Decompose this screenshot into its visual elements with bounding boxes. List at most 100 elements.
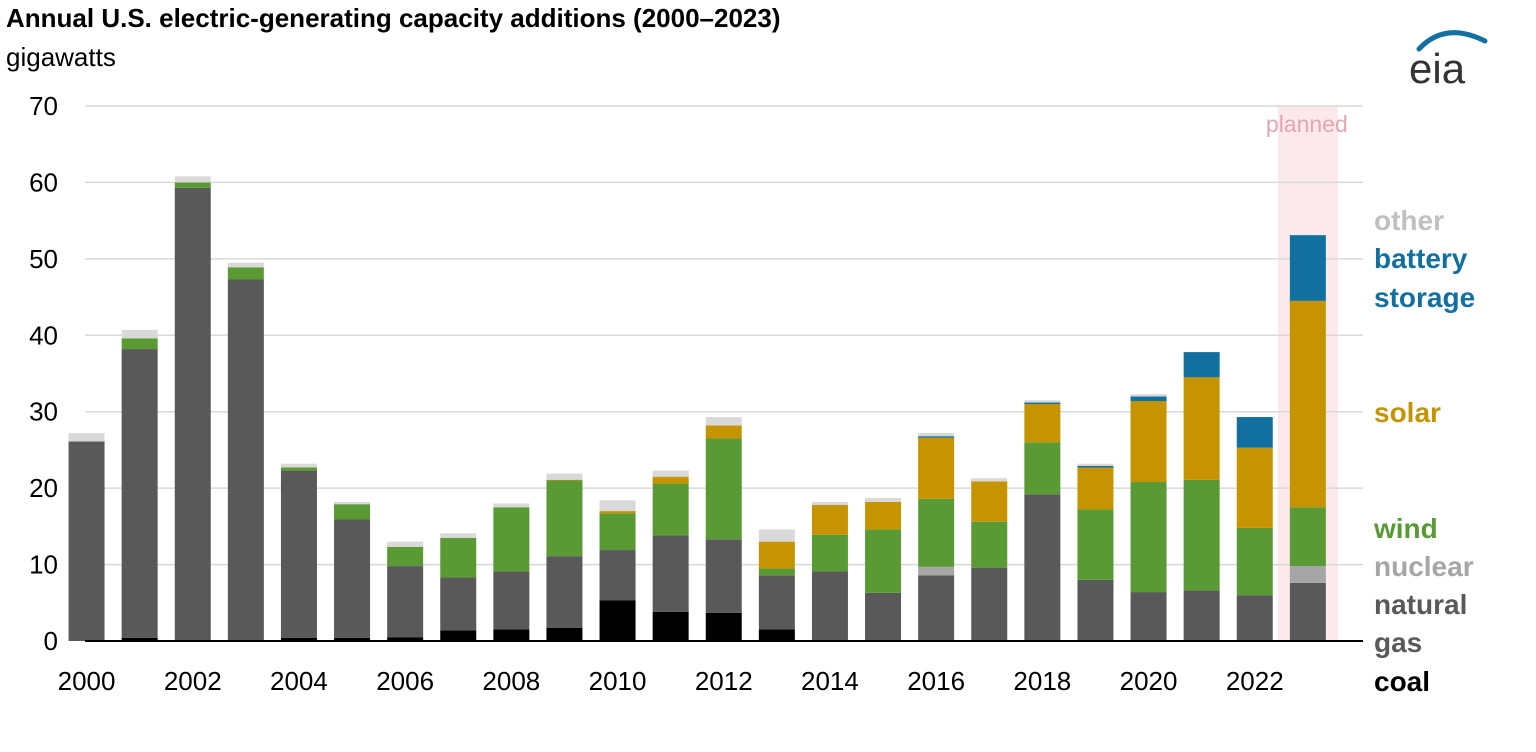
x-tick-label: 2000: [58, 666, 116, 696]
bar-other-2016: [918, 433, 955, 437]
bar-solar-2022: [1236, 447, 1273, 528]
bar-wind-2021: [1183, 479, 1220, 591]
bar-other-2000: [68, 433, 105, 442]
bar-coal-2001: [121, 637, 158, 641]
bar-coal-2009: [546, 628, 583, 641]
bar-battery-storage-2021: [1183, 352, 1220, 378]
bar-wind-2022: [1236, 527, 1273, 596]
bar-natural-gas-2005: [334, 519, 371, 638]
bar-wind-2007: [440, 537, 477, 578]
bar-wind-2015: [865, 529, 902, 593]
bar-wind-2012: [705, 438, 742, 540]
bar-natural-gas-2007: [440, 577, 477, 631]
y-tick-label: 70: [29, 91, 58, 121]
bar-wind-2004: [280, 467, 317, 471]
bar-wind-2014: [811, 534, 848, 572]
bar-coal-2013: [758, 629, 795, 641]
bar-other-2020: [1130, 394, 1167, 397]
y-tick-label: 0: [44, 626, 58, 656]
chart-title: Annual U.S. electric-generating capacity…: [6, 3, 781, 33]
bar-battery-storage-2020: [1130, 396, 1167, 402]
bar-natural-gas-2013: [758, 575, 795, 630]
y-tick-label: 40: [29, 320, 58, 350]
x-tick-label: 2020: [1120, 666, 1178, 696]
bar-wind-2018: [1024, 442, 1061, 495]
legend-label-battery-storage: storage: [1374, 282, 1475, 313]
bar-coal-2007: [440, 630, 477, 641]
y-tick-label: 30: [29, 397, 58, 427]
bar-natural-gas-2010: [599, 550, 636, 601]
eia-logo: eia: [1409, 30, 1488, 91]
bar-wind-2005: [334, 504, 371, 520]
bar-other-2002: [174, 176, 211, 183]
x-tick-label: 2008: [482, 666, 540, 696]
bar-other-2012: [705, 417, 742, 426]
bar-wind-2008: [493, 507, 530, 572]
x-tick-label: 2002: [164, 666, 222, 696]
legend-label-battery-storage: battery: [1374, 243, 1468, 274]
legend-label-coal: coal: [1374, 666, 1430, 697]
eia-logo-text: eia: [1409, 45, 1466, 91]
bar-other-2007: [440, 533, 477, 538]
bar-wind-2001: [121, 338, 158, 350]
bar-natural-gas-2017: [971, 567, 1008, 641]
bar-natural-gas-2019: [1077, 579, 1114, 641]
x-tick-label: 2018: [1013, 666, 1071, 696]
x-tick-label: 2004: [270, 666, 328, 696]
bar-natural-gas-2000: [68, 441, 105, 641]
y-tick-label: 10: [29, 550, 58, 580]
legend-label-natural-gas: gas: [1374, 627, 1422, 658]
bar-natural-gas-2016: [918, 575, 955, 641]
bar-natural-gas-2012: [705, 539, 742, 613]
x-tick-label: 2016: [907, 666, 965, 696]
bar-other-2019: [1077, 463, 1114, 466]
bar-coal-2011: [652, 611, 689, 641]
bar-natural-gas-2021: [1183, 590, 1220, 641]
bar-solar-2014: [811, 504, 848, 535]
legend-label-other: other: [1374, 205, 1444, 236]
y-tick-label: 50: [29, 244, 58, 274]
x-tick-label: 2014: [801, 666, 859, 696]
bar-solar-2012: [705, 425, 742, 439]
y-axis-unit-label: gigawatts: [6, 42, 116, 72]
bar-coal-2006: [387, 637, 424, 641]
bar-solar-2017: [971, 481, 1008, 522]
legend-label-wind: wind: [1373, 513, 1438, 544]
bar-solar-2016: [918, 437, 955, 499]
bar-natural-gas-2022: [1236, 595, 1273, 641]
bar-coal-2005: [334, 637, 371, 641]
bar-battery-storage-2023: [1289, 235, 1326, 301]
bar-other-2011: [652, 470, 689, 477]
legend-label-nuclear: nuclear: [1374, 551, 1474, 582]
bar-natural-gas-2020: [1130, 592, 1167, 641]
bar-solar-2013: [758, 541, 795, 569]
bar-wind-2011: [652, 483, 689, 536]
bar-wind-2013: [758, 568, 795, 576]
y-tick-label: 60: [29, 167, 58, 197]
bar-coal-2012: [705, 612, 742, 641]
x-tick-label: 2010: [589, 666, 647, 696]
bar-wind-2002: [174, 182, 211, 188]
bar-other-2004: [280, 463, 317, 468]
planned-label: planned: [1266, 111, 1348, 137]
bar-other-2009: [546, 473, 583, 480]
bar-solar-2019: [1077, 467, 1114, 510]
bar-wind-2010: [599, 513, 636, 551]
bar-natural-gas-2015: [865, 592, 902, 641]
bar-natural-gas-2011: [652, 535, 689, 612]
bar-wind-2016: [918, 498, 955, 567]
bar-wind-2023: [1289, 507, 1326, 567]
bar-natural-gas-2002: [174, 187, 211, 641]
bar-solar-2015: [865, 501, 902, 530]
bar-coal-2010: [599, 600, 636, 641]
x-tick-label: 2006: [376, 666, 434, 696]
bar-natural-gas-2023: [1289, 582, 1326, 641]
bar-other-2001: [121, 329, 158, 339]
bar-other-2015: [865, 498, 902, 502]
bar-battery-storage-2022: [1236, 417, 1273, 448]
bar-wind-2009: [546, 480, 583, 557]
bar-other-2018: [1024, 400, 1061, 403]
bar-natural-gas-2006: [387, 566, 424, 638]
bar-other-2005: [334, 501, 371, 505]
bar-nuclear-2023: [1289, 566, 1326, 583]
